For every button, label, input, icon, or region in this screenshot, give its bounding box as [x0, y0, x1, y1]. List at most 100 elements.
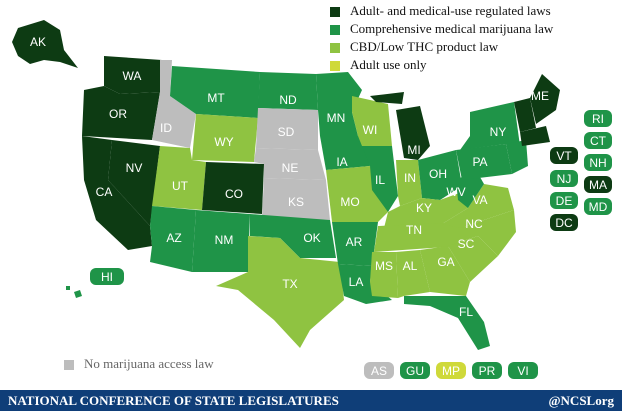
pill-vi[interactable]: VI — [508, 362, 538, 379]
state-ma-ct[interactable] — [520, 126, 550, 146]
legend-label: CBD/Low THC product law — [350, 39, 499, 54]
label-tn: TN — [406, 223, 422, 237]
state-az[interactable] — [150, 206, 196, 272]
label-oh: OH — [429, 167, 447, 181]
label-nd: ND — [279, 93, 297, 107]
state-tx[interactable] — [216, 236, 344, 348]
pill-bg — [90, 268, 124, 285]
pill-bg — [550, 192, 578, 209]
pill-ct[interactable]: CT — [584, 132, 612, 149]
pill-vt[interactable]: VT — [550, 147, 578, 164]
pill-bg — [584, 176, 612, 193]
state-ak[interactable] — [12, 20, 78, 68]
pill-nj[interactable]: NJ — [550, 170, 578, 187]
label-wv: WV — [446, 185, 465, 199]
state-me[interactable] — [530, 74, 560, 124]
state-id[interactable] — [152, 60, 196, 148]
pill-dc[interactable]: DC — [550, 214, 578, 231]
us-map: AK WA OR CA NV ID MT WY UT CO AZ NM ND S… — [12, 20, 612, 379]
pill-de[interactable]: DE — [550, 192, 578, 209]
state-or[interactable] — [82, 86, 160, 140]
state-pa[interactable] — [456, 144, 512, 180]
pill-as[interactable]: AS — [364, 362, 394, 379]
label-nv: NV — [126, 161, 143, 175]
label-wy: WY — [214, 135, 233, 149]
label-nm: NM — [215, 233, 234, 247]
state-ny[interactable] — [460, 102, 520, 150]
state-fl[interactable] — [404, 296, 490, 350]
pill-bg — [550, 170, 578, 187]
state-wa[interactable] — [104, 56, 162, 94]
state-nd[interactable] — [258, 72, 318, 110]
label-sd: SD — [278, 125, 295, 139]
state-nm[interactable] — [192, 210, 250, 272]
pill-md[interactable]: MD — [584, 198, 612, 215]
label-ms: MS — [375, 259, 393, 273]
pill-label: CT — [590, 134, 607, 148]
label-ok: OK — [303, 231, 320, 245]
state-ar[interactable] — [332, 222, 378, 266]
state-in[interactable] — [396, 160, 422, 206]
pill-ri[interactable]: RI — [584, 110, 612, 127]
state-mn[interactable] — [316, 72, 362, 136]
legend-swatch — [330, 61, 340, 71]
label-ca: CA — [96, 185, 113, 199]
state-sc[interactable] — [448, 236, 498, 282]
state-oh[interactable] — [418, 150, 462, 200]
state-ca[interactable] — [82, 136, 152, 250]
state-nv[interactable] — [108, 140, 160, 226]
state-ne[interactable] — [254, 148, 326, 180]
footer-handle[interactable]: @NCSLorg — [548, 393, 614, 408]
label-sc: SC — [458, 237, 475, 251]
state-vt-nh[interactable] — [514, 98, 536, 132]
state-ut[interactable] — [152, 146, 206, 210]
pill-pr[interactable]: PR — [472, 362, 502, 379]
legend-swatch — [330, 7, 340, 17]
state-ky[interactable] — [384, 192, 468, 228]
state-al[interactable] — [396, 250, 430, 298]
state-va[interactable] — [442, 184, 514, 228]
state-wi[interactable] — [352, 96, 392, 146]
pill-hi[interactable]: HI — [90, 268, 124, 285]
state-co[interactable] — [202, 162, 264, 214]
label-az: AZ — [166, 231, 181, 245]
state-ga[interactable] — [420, 246, 470, 296]
state-sd[interactable] — [256, 108, 318, 150]
state-ks[interactable] — [262, 178, 330, 220]
pill-bg — [584, 132, 612, 149]
label-ar: AR — [346, 235, 363, 249]
label-mt: MT — [207, 91, 225, 105]
label-ny: NY — [490, 125, 507, 139]
state-wy[interactable] — [192, 114, 258, 162]
state-ia[interactable] — [320, 136, 370, 170]
state-mi[interactable] — [370, 92, 430, 160]
state-il[interactable] — [362, 146, 398, 212]
pill-gu[interactable]: GU — [400, 362, 430, 379]
pill-mp[interactable]: MP — [436, 362, 466, 379]
label-ia: IA — [336, 155, 347, 169]
pill-ma[interactable]: MA — [584, 176, 612, 193]
state-ms[interactable] — [370, 252, 398, 298]
pill-bg — [508, 362, 538, 379]
no-access-swatch — [64, 360, 74, 370]
pill-nh[interactable]: NH — [584, 154, 612, 171]
pill-label: MD — [589, 200, 608, 214]
pill-label: AS — [371, 364, 387, 378]
label-il: IL — [375, 173, 385, 187]
state-ne-small[interactable] — [506, 140, 528, 174]
state-mt[interactable] — [170, 66, 260, 118]
label-nc: NC — [465, 217, 483, 231]
state-tn[interactable] — [374, 222, 466, 252]
label-ne: NE — [282, 161, 299, 175]
state-nc[interactable] — [448, 210, 516, 256]
pill-label: HI — [101, 270, 113, 284]
pill-label: RI — [592, 112, 604, 126]
pill-bg — [550, 214, 578, 231]
label-pa: PA — [472, 155, 487, 169]
pill-label: MP — [442, 364, 460, 378]
state-ok[interactable] — [250, 214, 336, 258]
label-in: IN — [404, 171, 416, 185]
label-wi: WI — [363, 123, 378, 137]
label-la: LA — [349, 275, 364, 289]
state-hi-islands[interactable] — [66, 286, 82, 298]
